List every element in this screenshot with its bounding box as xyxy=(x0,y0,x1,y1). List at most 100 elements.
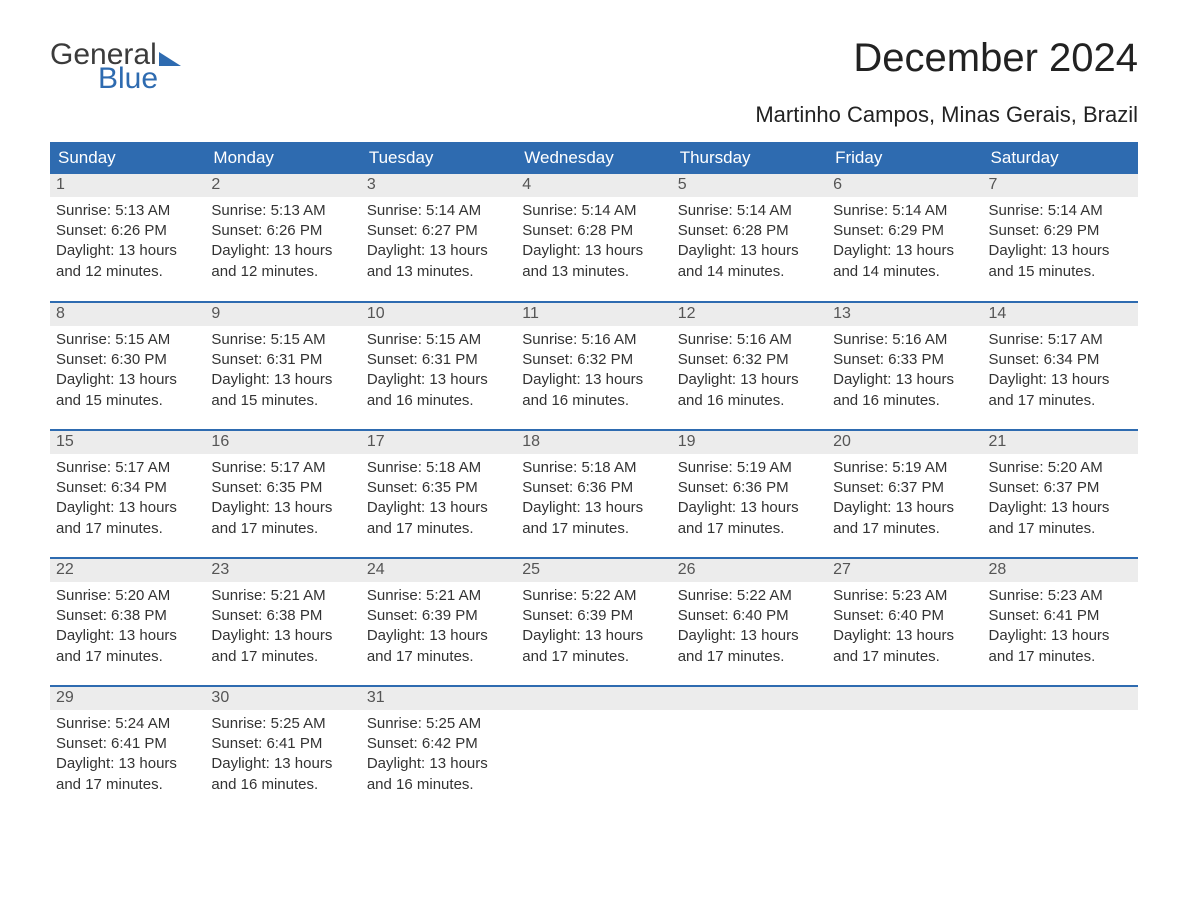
day-cell: 3Sunrise: 5:14 AMSunset: 6:27 PMDaylight… xyxy=(361,174,516,302)
day-cell xyxy=(516,686,671,814)
day-details: Sunrise: 5:23 AMSunset: 6:41 PMDaylight:… xyxy=(983,582,1138,673)
sunrise-line: Sunrise: 5:17 AM xyxy=(56,458,199,478)
sunset-line: Sunset: 6:29 PM xyxy=(833,221,976,241)
calendar-table: Sunday Monday Tuesday Wednesday Thursday… xyxy=(50,142,1138,814)
sunset-line: Sunset: 6:38 PM xyxy=(211,606,354,626)
day-cell: 5Sunrise: 5:14 AMSunset: 6:28 PMDaylight… xyxy=(672,174,827,302)
weekday-header: Wednesday xyxy=(516,142,671,174)
day-details: Sunrise: 5:14 AMSunset: 6:28 PMDaylight:… xyxy=(672,197,827,288)
day-cell: 14Sunrise: 5:17 AMSunset: 6:34 PMDayligh… xyxy=(983,302,1138,430)
daylight-line: Daylight: 13 hours and 14 minutes. xyxy=(678,241,821,282)
day-cell: 12Sunrise: 5:16 AMSunset: 6:32 PMDayligh… xyxy=(672,302,827,430)
sunrise-line: Sunrise: 5:14 AM xyxy=(833,201,976,221)
sunrise-line: Sunrise: 5:23 AM xyxy=(989,586,1132,606)
week-row: 1Sunrise: 5:13 AMSunset: 6:26 PMDaylight… xyxy=(50,174,1138,302)
day-details: Sunrise: 5:19 AMSunset: 6:36 PMDaylight:… xyxy=(672,454,827,545)
sunset-line: Sunset: 6:26 PM xyxy=(211,221,354,241)
daylight-line: Daylight: 13 hours and 17 minutes. xyxy=(56,754,199,795)
day-details: Sunrise: 5:20 AMSunset: 6:38 PMDaylight:… xyxy=(50,582,205,673)
daylight-line: Daylight: 13 hours and 17 minutes. xyxy=(678,626,821,667)
daylight-line: Daylight: 13 hours and 17 minutes. xyxy=(522,498,665,539)
location-subtitle: Martinho Campos, Minas Gerais, Brazil xyxy=(50,102,1138,128)
sunset-line: Sunset: 6:36 PM xyxy=(678,478,821,498)
sunrise-line: Sunrise: 5:25 AM xyxy=(367,714,510,734)
day-details: Sunrise: 5:14 AMSunset: 6:29 PMDaylight:… xyxy=(983,197,1138,288)
day-number: 15 xyxy=(50,431,205,454)
day-details: Sunrise: 5:22 AMSunset: 6:40 PMDaylight:… xyxy=(672,582,827,673)
calendar-page: General Blue December 2024 Martinho Camp… xyxy=(0,0,1188,918)
sunset-line: Sunset: 6:27 PM xyxy=(367,221,510,241)
sunrise-line: Sunrise: 5:20 AM xyxy=(989,458,1132,478)
daylight-line: Daylight: 13 hours and 13 minutes. xyxy=(367,241,510,282)
day-cell: 31Sunrise: 5:25 AMSunset: 6:42 PMDayligh… xyxy=(361,686,516,814)
daylight-line: Daylight: 13 hours and 17 minutes. xyxy=(989,498,1132,539)
sunset-line: Sunset: 6:37 PM xyxy=(989,478,1132,498)
daylight-line: Daylight: 13 hours and 16 minutes. xyxy=(367,754,510,795)
day-details: Sunrise: 5:18 AMSunset: 6:36 PMDaylight:… xyxy=(516,454,671,545)
sunset-line: Sunset: 6:28 PM xyxy=(522,221,665,241)
day-number-empty xyxy=(983,687,1138,710)
day-cell: 21 Sunrise: 5:20 AMSunset: 6:37 PMDayligh… xyxy=(983,430,1138,558)
day-cell: 11Sunrise: 5:16 AMSunset: 6:32 PMDayligh… xyxy=(516,302,671,430)
day-number: 19 xyxy=(672,431,827,454)
day-number: 1 xyxy=(50,174,205,197)
sunrise-line: Sunrise: 5:19 AM xyxy=(833,458,976,478)
day-cell: 13Sunrise: 5:16 AMSunset: 6:33 PMDayligh… xyxy=(827,302,982,430)
day-details: Sunrise: 5:17 AMSunset: 6:34 PMDaylight:… xyxy=(50,454,205,545)
sunset-line: Sunset: 6:41 PM xyxy=(56,734,199,754)
sunrise-line: Sunrise: 5:18 AM xyxy=(367,458,510,478)
daylight-line: Daylight: 13 hours and 17 minutes. xyxy=(989,626,1132,667)
day-cell: 22Sunrise: 5:20 AMSunset: 6:38 PMDayligh… xyxy=(50,558,205,686)
day-cell: 16Sunrise: 5:17 AMSunset: 6:35 PMDayligh… xyxy=(205,430,360,558)
sunset-line: Sunset: 6:31 PM xyxy=(211,350,354,370)
sunrise-line: Sunrise: 5:17 AM xyxy=(211,458,354,478)
day-details: Sunrise: 5:22 AMSunset: 6:39 PMDaylight:… xyxy=(516,582,671,673)
day-number: 23 xyxy=(205,559,360,582)
daylight-line: Daylight: 13 hours and 17 minutes. xyxy=(211,626,354,667)
week-row: 15Sunrise: 5:17 AMSunset: 6:34 PMDayligh… xyxy=(50,430,1138,558)
calendar-body: 1Sunrise: 5:13 AMSunset: 6:26 PMDaylight… xyxy=(50,174,1138,814)
day-number: 6 xyxy=(827,174,982,197)
day-details: Sunrise: 5:23 AMSunset: 6:40 PMDaylight:… xyxy=(827,582,982,673)
day-details: Sunrise: 5:13 AMSunset: 6:26 PMDaylight:… xyxy=(50,197,205,288)
day-cell: 18Sunrise: 5:18 AMSunset: 6:36 PMDayligh… xyxy=(516,430,671,558)
daylight-line: Daylight: 13 hours and 16 minutes. xyxy=(678,370,821,411)
day-cell: 2Sunrise: 5:13 AMSunset: 6:26 PMDaylight… xyxy=(205,174,360,302)
day-number: 7 xyxy=(983,174,1138,197)
sunrise-line: Sunrise: 5:14 AM xyxy=(522,201,665,221)
day-number: 26 xyxy=(672,559,827,582)
sunset-line: Sunset: 6:42 PM xyxy=(367,734,510,754)
sunrise-line: Sunrise: 5:16 AM xyxy=(833,330,976,350)
day-details: Sunrise: 5:13 AMSunset: 6:26 PMDaylight:… xyxy=(205,197,360,288)
day-cell: 9Sunrise: 5:15 AMSunset: 6:31 PMDaylight… xyxy=(205,302,360,430)
day-cell: 17Sunrise: 5:18 AMSunset: 6:35 PMDayligh… xyxy=(361,430,516,558)
weekday-header: Tuesday xyxy=(361,142,516,174)
sunset-line: Sunset: 6:28 PM xyxy=(678,221,821,241)
day-number: 17 xyxy=(361,431,516,454)
day-number: 20 xyxy=(827,431,982,454)
daylight-line: Daylight: 13 hours and 17 minutes. xyxy=(56,498,199,539)
day-cell: 15Sunrise: 5:17 AMSunset: 6:34 PMDayligh… xyxy=(50,430,205,558)
day-number: 10 xyxy=(361,303,516,326)
sunrise-line: Sunrise: 5:24 AM xyxy=(56,714,199,734)
day-cell: 8Sunrise: 5:15 AMSunset: 6:30 PMDaylight… xyxy=(50,302,205,430)
day-number: 25 xyxy=(516,559,671,582)
daylight-line: Daylight: 13 hours and 16 minutes. xyxy=(522,370,665,411)
day-cell xyxy=(672,686,827,814)
daylight-line: Daylight: 13 hours and 16 minutes. xyxy=(833,370,976,411)
day-details: Sunrise: 5:16 AMSunset: 6:33 PMDaylight:… xyxy=(827,326,982,417)
day-number: 3 xyxy=(361,174,516,197)
sunset-line: Sunset: 6:26 PM xyxy=(56,221,199,241)
day-number: 21 xyxy=(983,431,1138,454)
week-row: 29Sunrise: 5:24 AMSunset: 6:41 PMDayligh… xyxy=(50,686,1138,814)
daylight-line: Daylight: 13 hours and 17 minutes. xyxy=(989,370,1132,411)
sunrise-line: Sunrise: 5:22 AM xyxy=(522,586,665,606)
sunset-line: Sunset: 6:32 PM xyxy=(522,350,665,370)
sunrise-line: Sunrise: 5:14 AM xyxy=(989,201,1132,221)
day-number: 13 xyxy=(827,303,982,326)
day-details: Sunrise: 5:21 AMSunset: 6:38 PMDaylight:… xyxy=(205,582,360,673)
day-number: 18 xyxy=(516,431,671,454)
daylight-line: Daylight: 13 hours and 17 minutes. xyxy=(56,626,199,667)
sunrise-line: Sunrise: 5:13 AM xyxy=(211,201,354,221)
week-row: 8Sunrise: 5:15 AMSunset: 6:30 PMDaylight… xyxy=(50,302,1138,430)
